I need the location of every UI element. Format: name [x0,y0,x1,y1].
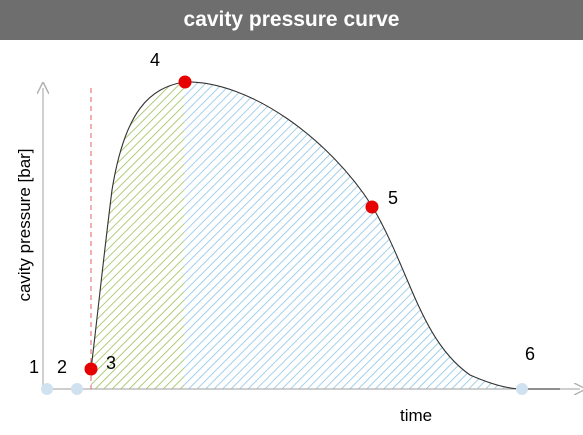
point-5-marker [365,200,379,214]
point-3-marker [84,362,98,376]
point-4-label: 4 [150,50,160,70]
point-1-label: 1 [29,357,39,377]
y-axis-label: cavity pressure [bar] [15,148,34,301]
point-2-label: 2 [57,357,67,377]
holding-phase-area [184,81,522,389]
point-2-marker [71,383,83,395]
pressure-curve [90,81,560,390]
x-axis-label: time [400,406,432,425]
point-6-marker [516,383,528,395]
diagram-title: cavity pressure curve [183,8,400,31]
point-4-marker [178,75,192,89]
point-3-label: 3 [106,353,116,373]
point-1-marker [41,383,53,395]
point-5-label: 5 [388,188,398,208]
title-bar: cavity pressure curve [0,0,583,40]
compression-phase-area [91,82,184,389]
point-6-label: 6 [525,344,535,364]
